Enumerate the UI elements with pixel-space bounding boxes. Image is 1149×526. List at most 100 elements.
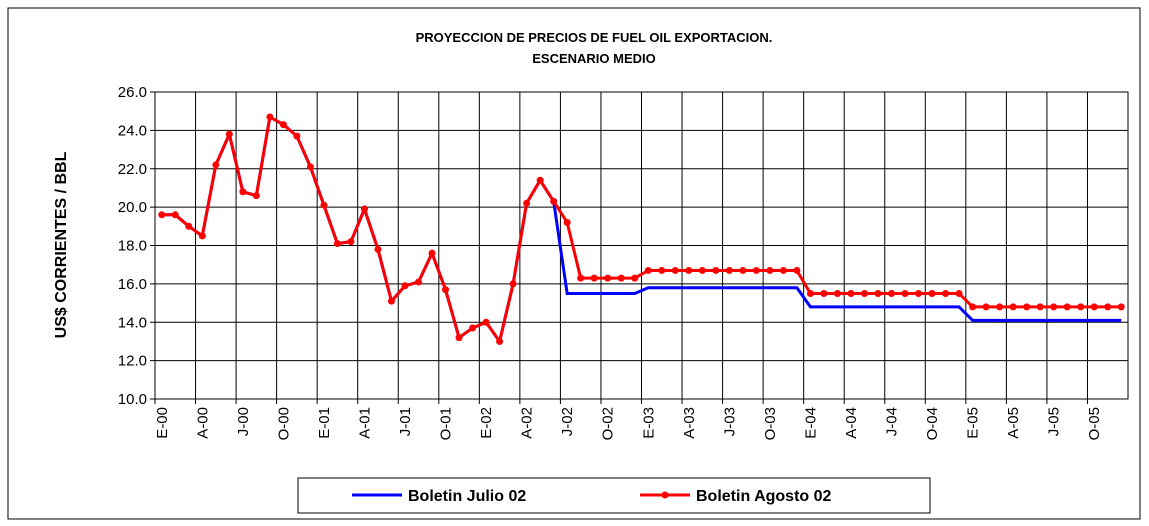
chart-subtitle: ESCENARIO MEDIO (532, 51, 656, 66)
data-point (793, 266, 801, 274)
data-point (185, 222, 193, 230)
data-point (415, 278, 423, 286)
x-tick-label: A-04 (843, 407, 860, 439)
data-point (860, 289, 868, 297)
x-tick-label: E-03 (640, 407, 657, 439)
data-point (874, 289, 882, 297)
x-tick-label: J-02 (559, 407, 576, 436)
data-point (171, 211, 179, 219)
legend (297, 477, 931, 514)
data-point (752, 266, 760, 274)
data-point (644, 266, 652, 274)
x-tick-label: O-02 (600, 407, 617, 440)
data-point (563, 218, 571, 226)
data-point (360, 205, 368, 213)
y-tick-label: 26.0 (118, 84, 147, 101)
data-point (901, 289, 909, 297)
data-point (239, 188, 247, 196)
y-tick-label: 10.0 (118, 391, 147, 408)
data-point (455, 334, 463, 342)
data-point (523, 199, 531, 207)
data-point (320, 201, 328, 209)
data-point (820, 289, 828, 297)
data-point (806, 289, 814, 297)
data-point (347, 238, 355, 246)
data-point (969, 303, 977, 311)
data-point (671, 266, 679, 274)
data-point (1036, 303, 1044, 311)
data-point (306, 163, 314, 171)
data-point (469, 324, 477, 332)
data-point (996, 303, 1004, 311)
x-tick-label: O-04 (924, 407, 941, 440)
data-point (1063, 303, 1071, 311)
data-point (658, 266, 666, 274)
data-point (536, 176, 544, 184)
data-point (279, 121, 287, 129)
y-tick-label: 24.0 (118, 122, 147, 139)
data-point (888, 289, 896, 297)
y-tick-label: 14.0 (118, 314, 147, 331)
data-point (955, 289, 963, 297)
y-tick-label: 16.0 (118, 276, 147, 293)
data-point (1117, 303, 1125, 311)
data-point (158, 211, 166, 219)
data-point (942, 289, 950, 297)
x-tick-label: E-00 (154, 407, 171, 439)
legend-label: Boletin Julio 02 (408, 488, 526, 505)
data-point (915, 289, 923, 297)
plot-border (154, 91, 1129, 400)
x-tick-label: J-01 (397, 407, 414, 436)
data-point (928, 289, 936, 297)
data-point (225, 130, 233, 138)
x-tick-label: J-05 (1046, 407, 1063, 436)
y-tick-label: 12.0 (118, 353, 147, 370)
data-point (252, 192, 260, 200)
data-point (1009, 303, 1017, 311)
data-point (1077, 303, 1085, 311)
data-point (266, 113, 274, 121)
data-point (1023, 303, 1031, 311)
data-point (982, 303, 990, 311)
data-point (1050, 303, 1058, 311)
legend-marker (661, 491, 669, 499)
data-point (212, 161, 220, 169)
data-point (482, 318, 490, 326)
data-point (1104, 303, 1112, 311)
x-tick-label: J-00 (235, 407, 252, 436)
x-tick-label: A-01 (356, 407, 373, 439)
data-point (631, 274, 639, 282)
x-tick-label: J-03 (721, 407, 738, 436)
x-tick-label: A-02 (519, 407, 536, 439)
data-point (577, 274, 585, 282)
data-point (617, 274, 625, 282)
data-point (725, 266, 733, 274)
x-tick-label: E-05 (965, 407, 982, 439)
data-point (766, 266, 774, 274)
y-tick-label: 22.0 (118, 161, 147, 178)
x-tick-label: J-04 (884, 407, 901, 436)
x-tick-label: O-05 (1086, 407, 1103, 440)
y-axis-label: US$ CORRIENTES / BBL (53, 151, 70, 338)
data-point (590, 274, 598, 282)
x-tick-label: O-03 (762, 407, 779, 440)
data-point (387, 297, 395, 305)
data-point (442, 286, 450, 294)
legend-label: Boletin Agosto 02 (696, 488, 832, 505)
data-point (333, 240, 341, 248)
data-point (698, 266, 706, 274)
data-point (685, 266, 693, 274)
data-point (739, 266, 747, 274)
data-point (428, 249, 436, 257)
data-point (198, 232, 206, 240)
data-point (496, 337, 504, 345)
chart-title: PROYECCION DE PRECIOS DE FUEL OIL EXPORT… (416, 30, 773, 45)
data-point (1090, 303, 1098, 311)
x-tick-label: O-00 (275, 407, 292, 440)
data-point (509, 280, 517, 288)
x-tick-label: A-05 (1005, 407, 1022, 439)
x-tick-label: O-01 (438, 407, 455, 440)
data-point (847, 289, 855, 297)
